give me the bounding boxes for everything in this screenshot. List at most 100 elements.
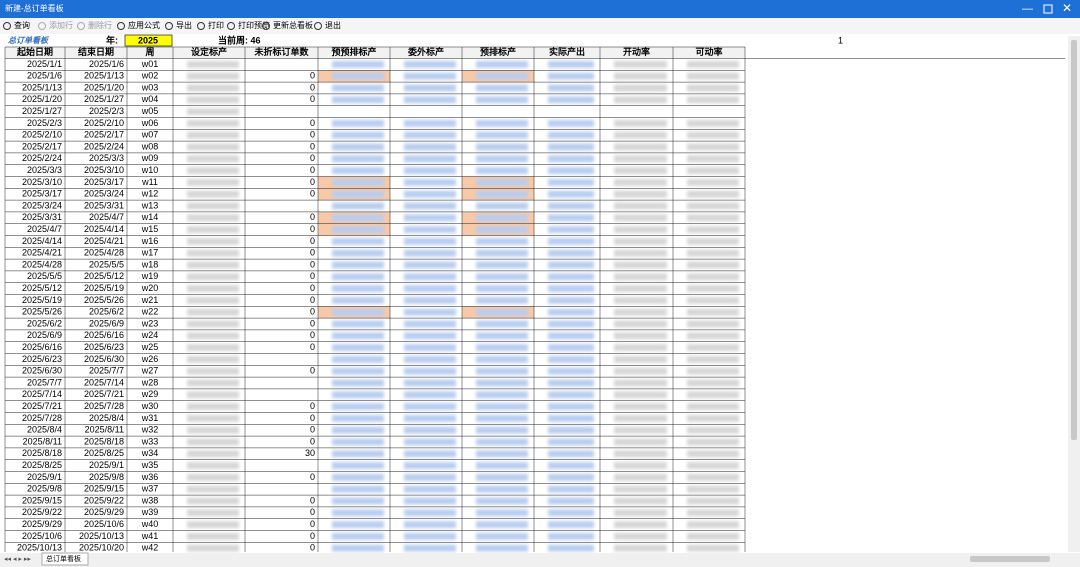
date-cell: 2025/3/17: [84, 177, 124, 187]
date-cell: 2025/8/18: [84, 436, 124, 446]
week-cell: w20: [141, 283, 159, 293]
masked-cell: [332, 379, 384, 387]
masked-cell: [614, 226, 667, 233]
masked-cell: [332, 179, 384, 186]
masked-cell: [476, 179, 528, 186]
date-cell: 2025/6/9: [89, 318, 124, 328]
masked-cell: [687, 462, 739, 469]
column-header: 可动率: [695, 46, 722, 57]
tab[interactable]: [41, 552, 89, 566]
masked-cell: [476, 521, 528, 528]
order-count-cell: 0: [310, 212, 315, 222]
order-count-cell: 0: [310, 165, 315, 175]
masked-cell: [548, 155, 594, 163]
masked-cell: [404, 403, 456, 410]
date-cell: 2025/6/9: [27, 330, 62, 340]
masked-cell: [476, 261, 528, 269]
masked-cell: [687, 297, 739, 304]
order-count-cell: 0: [310, 366, 315, 376]
week-cell: w16: [141, 236, 159, 246]
masked-cell: [687, 72, 739, 80]
masked-cell: [187, 308, 239, 316]
date-cell: 2025/5/12: [84, 271, 124, 281]
masked-cell: [187, 509, 239, 517]
order-count-cell: 0: [310, 307, 315, 317]
masked-cell: [614, 509, 667, 517]
tab-label: 总订单看板: [46, 554, 81, 563]
masked-cell: [404, 450, 456, 458]
order-count-cell: 0: [310, 330, 315, 340]
year-cell[interactable]: [124, 34, 173, 47]
column-header: 设定标产: [191, 46, 227, 57]
masked-cell: [687, 167, 739, 174]
maximize[interactable]: [1043, 4, 1053, 14]
masked-cell: [476, 143, 528, 151]
column-header: 开动率: [623, 46, 650, 57]
masked-cell: [476, 131, 528, 139]
masked-cell: [687, 521, 739, 528]
masked-cell: [332, 155, 384, 163]
masked-cell: [614, 249, 667, 257]
date-cell: 2025/8/4: [89, 413, 124, 423]
tool-button[interactable]: 应用公式: [128, 20, 160, 30]
tool-button[interactable]: 添加行: [49, 20, 73, 30]
week-cell: w21: [141, 295, 159, 305]
masked-cell: [404, 131, 456, 139]
v-thumb[interactable]: [1071, 40, 1077, 440]
masked-cell: [687, 415, 739, 422]
tool-button[interactable]: 打印: [208, 20, 224, 30]
masked-cell: [614, 450, 667, 458]
tool-button[interactable]: 打印预览: [238, 20, 270, 30]
masked-cell: [187, 521, 239, 528]
close[interactable]: ✕: [1062, 1, 1072, 15]
week-cell: w15: [141, 224, 159, 234]
masked-cell: [548, 509, 594, 517]
masked-cell: [476, 273, 528, 281]
order-count-cell: 0: [310, 130, 315, 140]
masked-cell: [404, 379, 456, 387]
masked-cell: [187, 344, 239, 351]
masked-cell: [404, 179, 456, 186]
masked-cell: [548, 202, 594, 210]
masked-cell: [614, 462, 667, 469]
year-label: 年:: [106, 34, 118, 45]
week-cell: w07: [141, 130, 159, 140]
masked-cell: [687, 308, 739, 316]
masked-cell: [404, 356, 456, 363]
date-cell: 2025/1/27: [84, 94, 124, 104]
masked-cell: [404, 497, 456, 505]
masked-cell: [187, 202, 239, 210]
tool-button[interactable]: 导出: [176, 20, 192, 30]
tool-button[interactable]: 更新总看板: [273, 20, 313, 30]
masked-cell: [614, 155, 667, 163]
week-cell: w02: [141, 71, 159, 81]
date-cell: 2025/2/24: [22, 153, 62, 163]
date-cell: 2025/6/2: [89, 307, 124, 317]
masked-cell: [187, 214, 239, 222]
tool-button[interactable]: 查询: [14, 20, 30, 30]
masked-cell: [187, 285, 239, 292]
masked-cell: [614, 474, 667, 481]
tab-nav[interactable]: ◂◂ ◂ ▸ ▸▸: [4, 556, 31, 563]
order-count-cell: 0: [310, 318, 315, 328]
masked-cell: [404, 261, 456, 269]
current-week: 当前周: 46: [218, 34, 261, 45]
masked-cell: [476, 61, 528, 68]
order-count-cell: 0: [310, 295, 315, 305]
week-cell: w12: [141, 189, 159, 199]
masked-cell: [548, 332, 594, 340]
order-count-cell: 0: [310, 259, 315, 269]
masked-cell: [687, 238, 739, 245]
masked-cell: [614, 344, 667, 351]
masked-cell: [548, 391, 594, 399]
order-count-cell: 0: [310, 224, 315, 234]
masked-cell: [332, 226, 384, 233]
h-thumb[interactable]: [970, 556, 1050, 562]
week-cell: w05: [141, 106, 159, 116]
order-count-cell: 0: [310, 436, 315, 446]
minimize[interactable]: —: [1022, 3, 1033, 15]
tool-button[interactable]: 退出: [325, 20, 341, 30]
masked-cell: [187, 190, 239, 198]
tool-button[interactable]: 删除行: [88, 20, 112, 30]
masked-cell: [476, 344, 528, 351]
